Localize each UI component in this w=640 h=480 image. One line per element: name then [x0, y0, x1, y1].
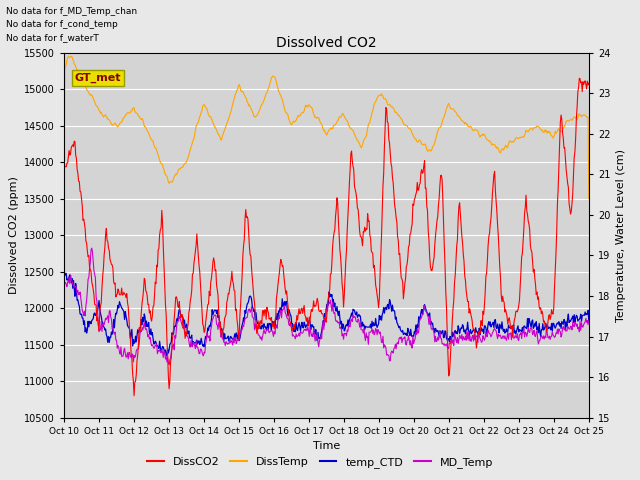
temp_CTD: [124, 323, 131, 328]
Text: No data for f_MD_Temp_chan: No data for f_MD_Temp_chan: [6, 7, 138, 16]
DissCO2: [205, 288, 213, 294]
Line: DissCO2: DissCO2: [64, 78, 589, 396]
temp_CTD: [585, 318, 593, 324]
Line: temp_CTD: temp_CTD: [64, 272, 589, 356]
MD_Temp: [392, 341, 399, 347]
DissTemp: [178, 165, 186, 170]
MD_Temp: [165, 362, 173, 368]
Text: GT_met: GT_met: [74, 73, 121, 83]
DissCO2: [575, 75, 583, 81]
temp_CTD: [391, 309, 399, 314]
MD_Temp: [70, 282, 77, 288]
Text: No data for f_waterT: No data for f_waterT: [6, 33, 99, 42]
temp_CTD: [178, 312, 186, 318]
DissTemp: [391, 108, 399, 114]
MD_Temp: [88, 245, 95, 251]
DissTemp: [124, 110, 132, 116]
DissCO2: [406, 232, 414, 238]
DissCO2: [70, 144, 77, 149]
temp_CTD: [205, 323, 213, 328]
DissCO2: [585, 80, 593, 86]
Legend: DissCO2, DissTemp, temp_CTD, MD_Temp: DissCO2, DissTemp, temp_CTD, MD_Temp: [143, 452, 497, 472]
MD_Temp: [60, 276, 68, 282]
temp_CTD: [406, 333, 414, 338]
DissTemp: [60, 196, 68, 202]
DissTemp: [205, 113, 213, 119]
temp_CTD: [60, 269, 68, 275]
DissCO2: [391, 203, 399, 208]
X-axis label: Time: Time: [313, 441, 340, 451]
MD_Temp: [407, 338, 415, 344]
DissCO2: [178, 312, 186, 318]
MD_Temp: [124, 356, 132, 362]
Y-axis label: Dissolved CO2 (ppm): Dissolved CO2 (ppm): [8, 176, 19, 294]
DissTemp: [70, 61, 78, 67]
DissCO2: [130, 393, 138, 398]
Line: MD_Temp: MD_Temp: [64, 248, 589, 365]
Title: Dissolved CO2: Dissolved CO2: [276, 36, 377, 50]
DissCO2: [124, 300, 131, 305]
Line: DissTemp: DissTemp: [64, 56, 589, 199]
Text: No data for f_cond_temp: No data for f_cond_temp: [6, 20, 118, 29]
MD_Temp: [206, 338, 214, 344]
MD_Temp: [585, 318, 593, 324]
MD_Temp: [179, 323, 186, 329]
temp_CTD: [70, 277, 77, 283]
DissTemp: [406, 126, 414, 132]
DissTemp: [67, 53, 75, 59]
temp_CTD: [163, 353, 170, 359]
Y-axis label: Temperature, Water Level (cm): Temperature, Water Level (cm): [616, 149, 626, 322]
DissTemp: [585, 196, 593, 202]
DissCO2: [60, 167, 68, 172]
